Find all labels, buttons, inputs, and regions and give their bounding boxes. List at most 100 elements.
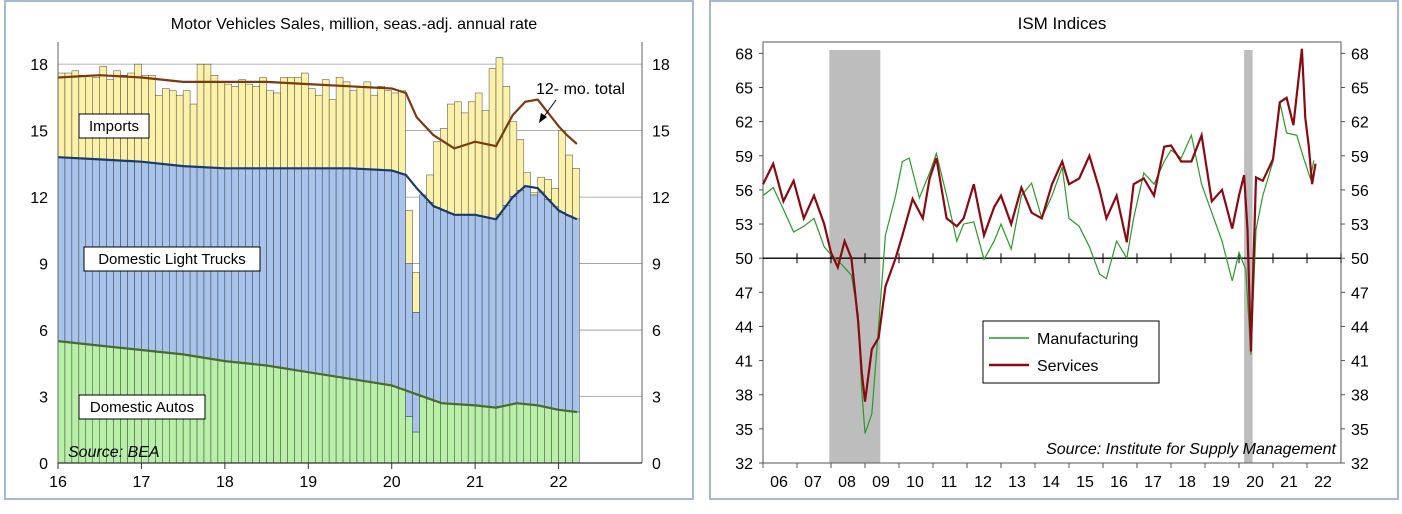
bar-imports: [516, 139, 525, 191]
bar-autos: [377, 383, 385, 464]
bar-imports: [558, 130, 566, 213]
bar-imports: [224, 83, 233, 169]
y-tick-right: 44: [1351, 319, 1369, 336]
bar-imports: [384, 90, 392, 171]
bar-imports: [370, 94, 379, 170]
bar-imports: [433, 141, 441, 208]
bar-autos: [495, 406, 504, 464]
bar-imports: [169, 90, 177, 166]
trucks-label-box: [83, 246, 261, 272]
y-tick-left: 41: [735, 354, 753, 371]
bar-trucks: [335, 168, 344, 378]
bar-imports: [182, 90, 191, 167]
x-tick-label: 18: [1178, 474, 1196, 491]
bar-imports: [294, 77, 302, 169]
bar-imports: [363, 81, 372, 170]
imports-label: Imports: [89, 118, 139, 135]
y-tick-left: 35: [735, 422, 753, 439]
bar-trucks: [57, 157, 66, 342]
bar-trucks: [391, 171, 399, 387]
bar-autos: [245, 363, 253, 464]
bar-trucks: [502, 205, 511, 406]
bar-imports: [509, 121, 518, 197]
y-tick-right: 62: [1351, 115, 1369, 132]
bar-imports: [523, 172, 531, 187]
x-tick-label: 19: [1212, 474, 1230, 491]
x-tick-label: 20: [1246, 474, 1264, 491]
bar-imports: [196, 63, 205, 168]
y-tick-left: 0: [39, 456, 48, 473]
bar-imports: [349, 90, 358, 169]
y-tick-right: 9: [652, 257, 661, 274]
annotation-arrowhead: [539, 113, 547, 123]
x-tick-label: 18: [216, 474, 234, 491]
x-tick-label: 21: [1280, 474, 1298, 491]
bar-trucks: [64, 157, 73, 343]
bar-imports: [175, 94, 184, 166]
bar-imports: [57, 72, 66, 158]
y-tick-left: 47: [735, 285, 753, 302]
bar-trucks: [481, 216, 490, 407]
autos-label-box: [78, 394, 206, 420]
bar-autos: [363, 381, 372, 464]
bar-autos: [335, 376, 344, 464]
bar-autos: [509, 403, 518, 464]
bar-trucks: [447, 213, 455, 404]
x-tick-label: 13: [1008, 474, 1026, 491]
bar-autos: [308, 372, 316, 464]
bar-autos: [537, 405, 545, 464]
ism-chart: ISM Indices 32 32 35 35 38 38 41 41 44 44 47 47 50 50 5…: [735, 14, 1369, 491]
bar-trucks: [321, 168, 330, 376]
bar-autos: [301, 371, 309, 464]
bar-trucks: [280, 168, 288, 369]
bar-imports: [481, 110, 490, 218]
bar-imports: [391, 92, 399, 172]
bar-trucks: [398, 173, 406, 390]
bar-autos: [405, 416, 413, 464]
bar-autos: [259, 364, 267, 464]
bar-trucks: [308, 168, 316, 373]
y-tick-left: 50: [735, 251, 753, 268]
x-tick-label: 14: [1042, 474, 1060, 491]
trucks-label: Domestic Light Trucks: [98, 251, 246, 268]
bar-imports: [377, 86, 385, 171]
bar-autos: [440, 403, 448, 464]
bar-imports: [328, 99, 337, 169]
x-tick-label: 21: [466, 474, 484, 491]
bar-autos: [217, 360, 226, 464]
series-line-services: [762, 48, 1317, 402]
bar-imports: [210, 75, 219, 168]
vehicle-sales-chart: Motor Vehicles Sales, million, seas.-adj…: [30, 16, 670, 491]
bar-autos: [321, 374, 330, 464]
bar-trucks: [565, 215, 573, 412]
chart-title: ISM Indices: [1018, 14, 1107, 33]
bar-trucks: [461, 214, 469, 405]
y-tick-right: 50: [1351, 251, 1369, 268]
bar-trucks: [259, 168, 267, 366]
bar-autos: [426, 398, 434, 464]
bar-trucks: [523, 186, 531, 405]
bar-trucks: [419, 194, 427, 397]
bar-trucks: [266, 168, 274, 367]
y-tick-left: 6: [39, 323, 48, 340]
trend-line-2: [57, 340, 578, 414]
y-tick-right: 47: [1351, 285, 1369, 302]
y-tick-right: 15: [652, 124, 670, 141]
y-tick-right: 32: [1351, 456, 1369, 473]
bar-trucks: [363, 168, 372, 382]
source-note: Source: BEA: [68, 444, 160, 461]
bar-trucks: [315, 168, 323, 375]
bar-trucks: [328, 168, 337, 377]
bar-imports: [454, 101, 462, 216]
bar-trucks: [412, 312, 420, 433]
bar-trucks: [530, 194, 538, 406]
bar-trucks: [287, 168, 295, 370]
x-tick-label: 11: [941, 474, 958, 491]
autos-label: Domestic Autos: [90, 399, 194, 416]
y-tick-left: 53: [735, 217, 753, 234]
bar-autos: [551, 408, 559, 464]
bar-imports: [245, 83, 253, 169]
bar-imports: [162, 88, 170, 165]
bar-imports: [259, 77, 267, 169]
bar-trucks: [537, 191, 545, 407]
